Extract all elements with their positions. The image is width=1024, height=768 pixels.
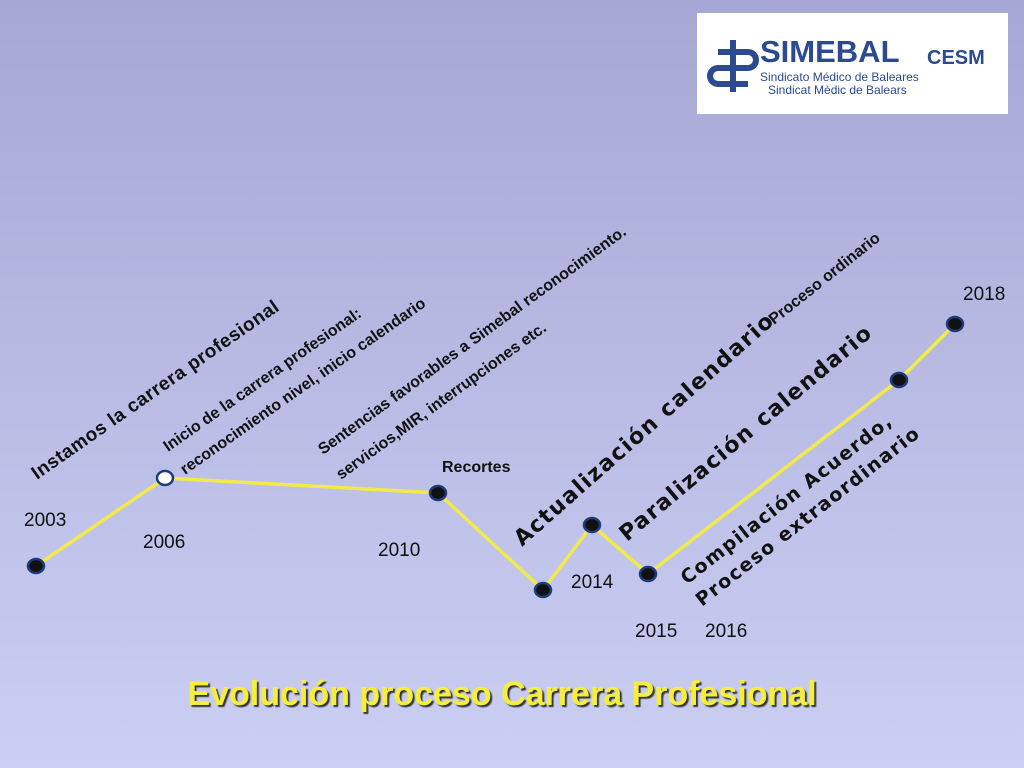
- annotation: Recortes: [442, 459, 511, 476]
- year: 2018: [963, 284, 1005, 305]
- logo-name: SIMEBAL: [760, 34, 900, 69]
- logo: SIMEBAL CESM Sindicato Médico de Baleare…: [697, 13, 1008, 114]
- year: 2014: [571, 572, 614, 593]
- year: 2006: [143, 532, 185, 553]
- logo-suffix: CESM: [927, 47, 985, 69]
- logo-line: Sindicat Mèdic de Balears: [768, 83, 907, 97]
- logo-line: Sindicato Médico de Baleares: [760, 70, 919, 84]
- year: 2015: [635, 621, 677, 642]
- year: 2003: [24, 510, 66, 531]
- year: 2016: [705, 621, 747, 642]
- slide-title: Evolución proceso Carrera Profesional: [187, 675, 816, 713]
- year: 2010: [378, 540, 420, 561]
- timeline: [35, 322, 957, 593]
- timeline-points: [26, 315, 965, 599]
